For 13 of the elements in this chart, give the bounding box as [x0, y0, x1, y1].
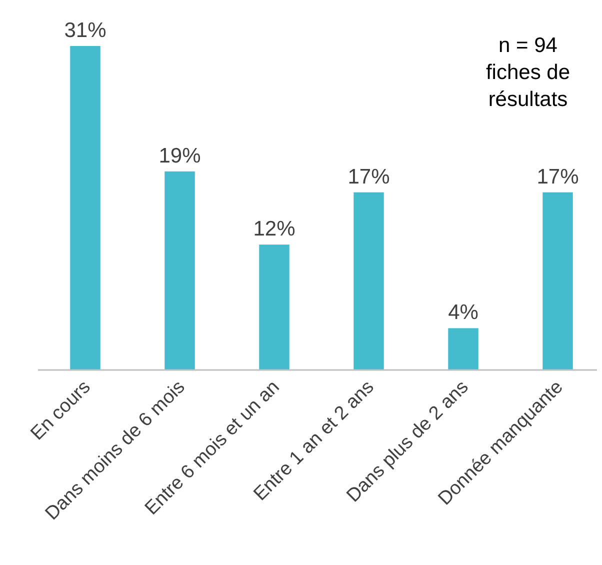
- data-label: 17%: [348, 165, 390, 188]
- data-label: 19%: [158, 144, 201, 168]
- bar: [259, 244, 290, 370]
- data-label: 17%: [536, 165, 579, 188]
- data-label: 4%: [448, 301, 478, 324]
- data-label: 31%: [64, 19, 106, 42]
- data-label: 12%: [253, 218, 296, 241]
- bar: [70, 46, 100, 370]
- bar: [542, 192, 573, 370]
- bar: [448, 328, 478, 370]
- bar: [164, 171, 195, 370]
- bar: [354, 192, 384, 370]
- annotation: n = 94 fiches de résultats: [486, 34, 570, 111]
